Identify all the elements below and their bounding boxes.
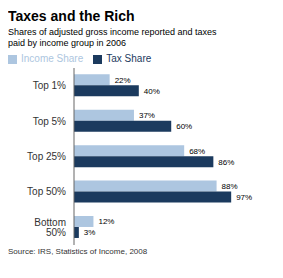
svg-text:12%: 12% <box>98 217 114 226</box>
svg-text:22%: 22% <box>115 76 131 85</box>
svg-text:37%: 37% <box>139 111 155 120</box>
html-text:Taxes and the Rich: Taxes and the Rich <box>8 8 135 24</box>
svg-text:Top 25%: Top 25% <box>27 151 66 162</box>
html-text:Income Share: Income Share <box>21 53 84 64</box>
svg-text:97%: 97% <box>236 193 252 202</box>
svg-text:Top 1%: Top 1% <box>33 80 66 91</box>
svg-text:60%: 60% <box>176 122 192 131</box>
svg-text:Bottom50%: Bottom50% <box>34 217 66 238</box>
svg-text:3%: 3% <box>84 228 96 237</box>
svg-text:Top 50%: Top 50% <box>27 186 66 197</box>
svg-text:68%: 68% <box>189 147 205 156</box>
svg-text:Top 5%: Top 5% <box>33 116 66 127</box>
html-text:paid by income group in 2006: paid by income group in 2006 <box>8 38 127 48</box>
svg-text:40%: 40% <box>144 87 160 96</box>
html-text:Source: IRS, Statistics of Inc: Source: IRS, Statistics of Income, 2008 <box>8 247 148 256</box>
svg-text:86%: 86% <box>218 158 234 167</box>
html-text:Tax Share: Tax Share <box>106 53 152 64</box>
svg-text:88%: 88% <box>222 182 238 191</box>
html-text:Shares of adjusted gross incom: Shares of adjusted gross income reported… <box>8 27 217 37</box>
